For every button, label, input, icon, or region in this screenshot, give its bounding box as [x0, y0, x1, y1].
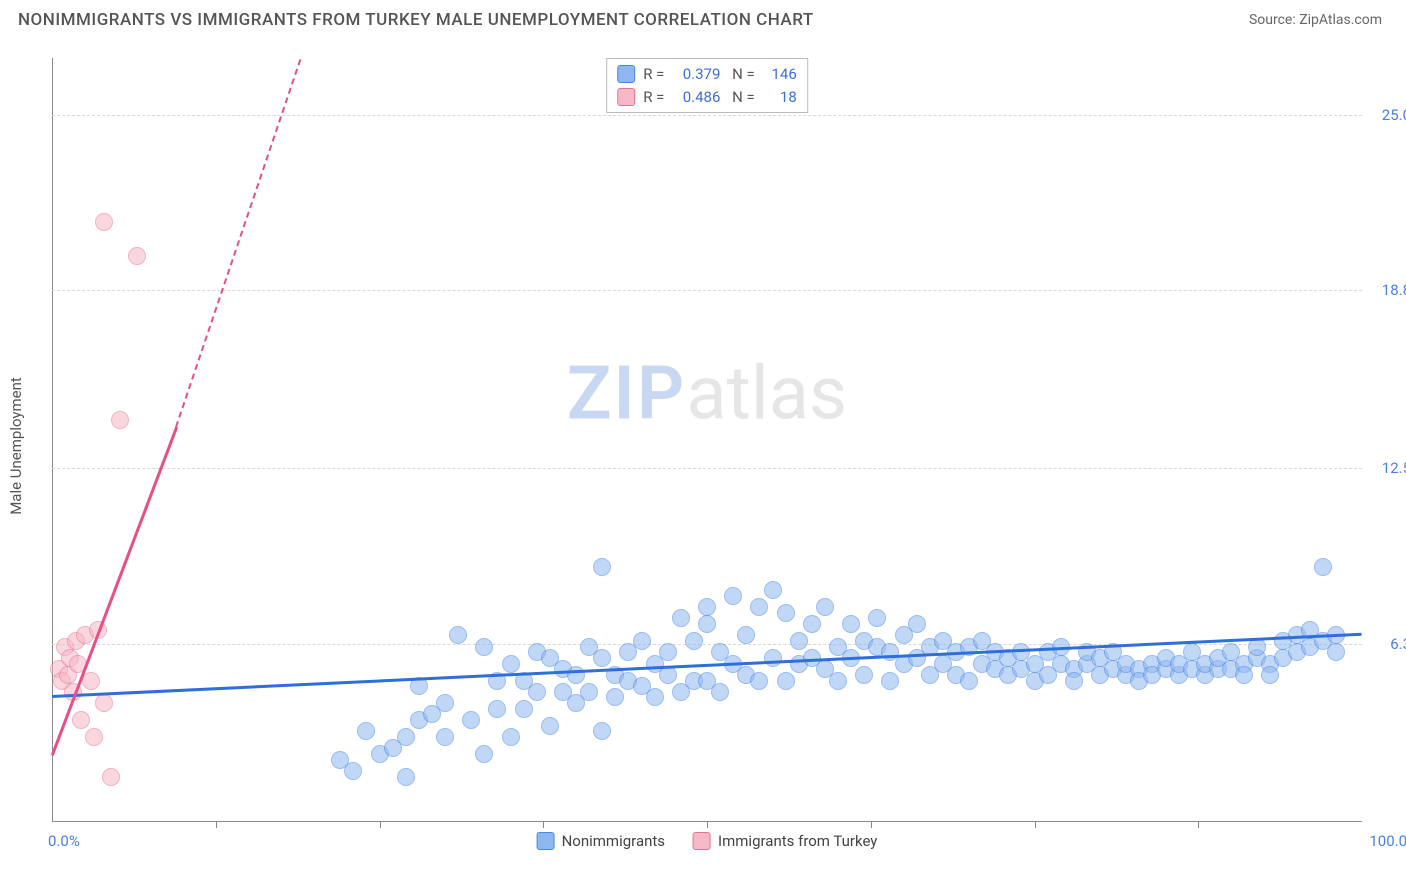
data-point — [475, 745, 493, 763]
correlation-legend: R = 0.379 N = 146 R = 0.486 N = 18 — [606, 58, 808, 113]
y-tick-label: 25.0% — [1367, 106, 1406, 124]
data-point — [750, 672, 768, 690]
data-point — [85, 728, 103, 746]
data-point — [357, 722, 375, 740]
data-point — [868, 609, 886, 627]
data-point — [711, 683, 729, 701]
gridline — [52, 290, 1362, 291]
data-point — [606, 688, 624, 706]
data-point — [1327, 643, 1345, 661]
x-tick — [871, 822, 872, 828]
data-point — [764, 649, 782, 667]
x-tick — [380, 822, 381, 828]
x-tick-label: 0.0% — [48, 832, 80, 850]
data-point — [764, 581, 782, 599]
data-point — [502, 728, 520, 746]
data-point — [685, 632, 703, 650]
data-point — [95, 213, 113, 231]
data-point — [1261, 666, 1279, 684]
data-point — [1065, 672, 1083, 690]
data-point — [515, 700, 533, 718]
data-point — [95, 694, 113, 712]
x-tick — [707, 822, 708, 828]
data-point — [750, 598, 768, 616]
legend-swatch-icon — [617, 65, 635, 83]
data-point — [567, 666, 585, 684]
data-point — [72, 711, 90, 729]
data-point — [593, 558, 611, 576]
data-point — [436, 728, 454, 746]
legend-swatch-icon — [693, 832, 711, 850]
data-point — [593, 722, 611, 740]
data-point — [855, 666, 873, 684]
source-attribution: Source: ZipAtlas.com — [1249, 12, 1382, 28]
series-legend: Nonimmigrants Immigrants from Turkey — [537, 832, 878, 850]
data-point — [803, 615, 821, 633]
data-point — [790, 632, 808, 650]
data-point — [102, 768, 120, 786]
data-point — [475, 638, 493, 656]
data-point — [528, 683, 546, 701]
data-point — [842, 615, 860, 633]
data-point — [724, 587, 742, 605]
data-point — [881, 672, 899, 690]
y-tick-label: 18.8% — [1367, 281, 1406, 299]
data-point — [436, 694, 454, 712]
data-point — [960, 672, 978, 690]
data-point — [659, 643, 677, 661]
data-point — [908, 615, 926, 633]
x-tick-label: 100.0% — [1369, 832, 1406, 850]
data-point — [698, 615, 716, 633]
data-point — [449, 626, 467, 644]
data-point — [1314, 558, 1332, 576]
y-tick-label: 6.3% — [1367, 635, 1406, 653]
data-point — [633, 632, 651, 650]
y-axis-label: Male Unemployment — [7, 377, 25, 515]
data-point — [580, 683, 598, 701]
data-point — [777, 604, 795, 622]
data-point — [829, 672, 847, 690]
trend-line — [51, 427, 178, 756]
data-point — [82, 672, 100, 690]
data-point — [737, 626, 755, 644]
gridline — [52, 468, 1362, 469]
data-point — [646, 688, 664, 706]
x-tick — [1198, 822, 1199, 828]
data-point — [397, 728, 415, 746]
data-point — [698, 598, 716, 616]
data-point — [397, 768, 415, 786]
data-point — [541, 717, 559, 735]
data-point — [488, 700, 506, 718]
watermark: ZIPatlas — [567, 351, 847, 438]
legend-swatch-icon — [537, 832, 555, 850]
gridline — [52, 115, 1362, 116]
data-point — [111, 411, 129, 429]
legend-item-nonimmigrants: Nonimmigrants — [537, 832, 665, 850]
legend-row-nonimmigrants: R = 0.379 N = 146 — [617, 63, 797, 86]
data-point — [816, 598, 834, 616]
data-point — [462, 711, 480, 729]
x-tick — [216, 822, 217, 828]
y-tick-label: 12.5% — [1367, 459, 1406, 477]
data-point — [777, 672, 795, 690]
legend-row-immigrants: R = 0.486 N = 18 — [617, 86, 797, 109]
data-point — [1235, 666, 1253, 684]
data-point — [593, 649, 611, 667]
data-point — [344, 762, 362, 780]
y-axis — [52, 58, 53, 822]
data-point — [672, 609, 690, 627]
chart-title: NONIMMIGRANTS VS IMMIGRANTS FROM TURKEY … — [18, 10, 814, 30]
data-point — [502, 655, 520, 673]
data-point — [128, 247, 146, 265]
x-tick — [543, 822, 544, 828]
scatter-chart: ZIPatlas R = 0.379 N = 146 R = 0.486 N =… — [52, 58, 1362, 822]
x-tick — [1035, 822, 1036, 828]
legend-item-immigrants: Immigrants from Turkey — [693, 832, 877, 850]
legend-swatch-icon — [617, 88, 635, 106]
